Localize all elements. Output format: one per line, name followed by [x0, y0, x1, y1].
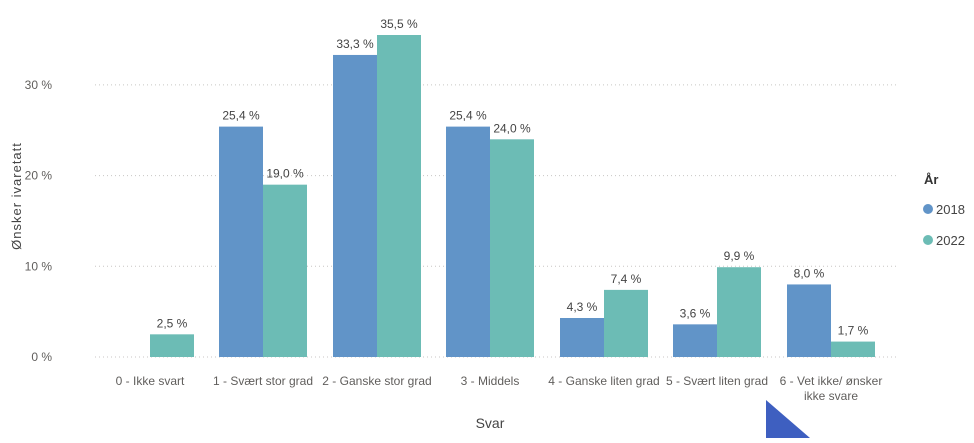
x-axis-title: Svar: [476, 415, 505, 431]
data-label-2018-4: 4,3 %: [567, 300, 598, 314]
data-label-2022-6: 1,7 %: [838, 324, 869, 338]
bar-2022-3[interactable]: [490, 139, 534, 357]
data-label-2018-3: 25,4 %: [449, 109, 487, 123]
y-axis-title: Ønsker ivaretatt: [9, 142, 24, 250]
legend-label-2018: 2018: [936, 202, 965, 217]
data-label-2018-6: 8,0 %: [794, 266, 825, 280]
data-label-2022-4: 7,4 %: [611, 272, 642, 286]
bar-2022-2[interactable]: [377, 35, 421, 357]
x-tick-label: 1 - Svært stor grad: [213, 374, 313, 388]
y-tick-label: 0 %: [31, 350, 52, 364]
bar-2022-0[interactable]: [150, 334, 194, 357]
triangle-arrow-icon: [766, 400, 810, 438]
x-tick-label: 5 - Svært liten grad: [666, 374, 768, 388]
data-label-2022-1: 19,0 %: [266, 167, 304, 181]
data-label-2022-3: 24,0 %: [493, 121, 531, 135]
legend-label-2022: 2022: [936, 233, 965, 248]
bar-2022-4[interactable]: [604, 289, 648, 357]
data-labels: 25,4 % 33,3 % 25,4 % 4,3 % 3,6 % 8,0 % 2,5 % 19…: [157, 17, 869, 338]
legend-item-2018[interactable]: 2018: [923, 202, 965, 217]
data-label-2018-2: 33,3 %: [336, 37, 374, 51]
bar-2018-2[interactable]: [333, 54, 377, 358]
bar-2018-1[interactable]: [219, 126, 263, 357]
data-label-2022-2: 35,5 %: [380, 17, 418, 31]
x-axis-ticks: 0 - Ikke svart 1 - Svært stor grad 2 - Gan…: [116, 374, 883, 403]
data-label-2018-5: 3,6 %: [680, 306, 711, 320]
x-tick-label: 3 - Middels: [461, 374, 520, 388]
data-label-2018-1: 25,4 %: [222, 109, 260, 123]
x-tick-label: 4 - Ganske liten grad: [548, 374, 659, 388]
bar-2018-3[interactable]: [446, 126, 490, 357]
bar-2022-1[interactable]: [263, 184, 307, 357]
data-label-2022-0: 2,5 %: [157, 316, 188, 330]
legend-item-2022[interactable]: 2022: [923, 233, 965, 248]
bar-2018-6[interactable]: [787, 284, 831, 357]
bar-2018-5[interactable]: [673, 324, 717, 357]
legend: År 2018 2022: [923, 172, 965, 248]
bar-2018-4[interactable]: [560, 317, 604, 357]
x-tick-label: 0 - Ikke svart: [116, 374, 185, 388]
y-tick-label: 20 %: [25, 169, 53, 183]
legend-title: År: [924, 172, 938, 187]
legend-swatch-2022: [923, 235, 933, 245]
bars: [150, 35, 875, 358]
x-tick-label: 6 - Vet ikke/ ønsker ikke svare: [780, 374, 883, 403]
data-label-2022-5: 9,9 %: [724, 249, 755, 263]
x-tick-label: 2 - Ganske stor grad: [322, 374, 431, 388]
bar-2022-5[interactable]: [717, 267, 761, 357]
y-tick-label: 10 %: [25, 259, 53, 273]
bar-2022-6[interactable]: [831, 341, 875, 357]
legend-swatch-2018: [923, 204, 933, 214]
y-tick-label: 30 %: [25, 78, 53, 92]
y-axis-ticks: 0 % 10 % 20 % 30 %: [25, 78, 53, 364]
